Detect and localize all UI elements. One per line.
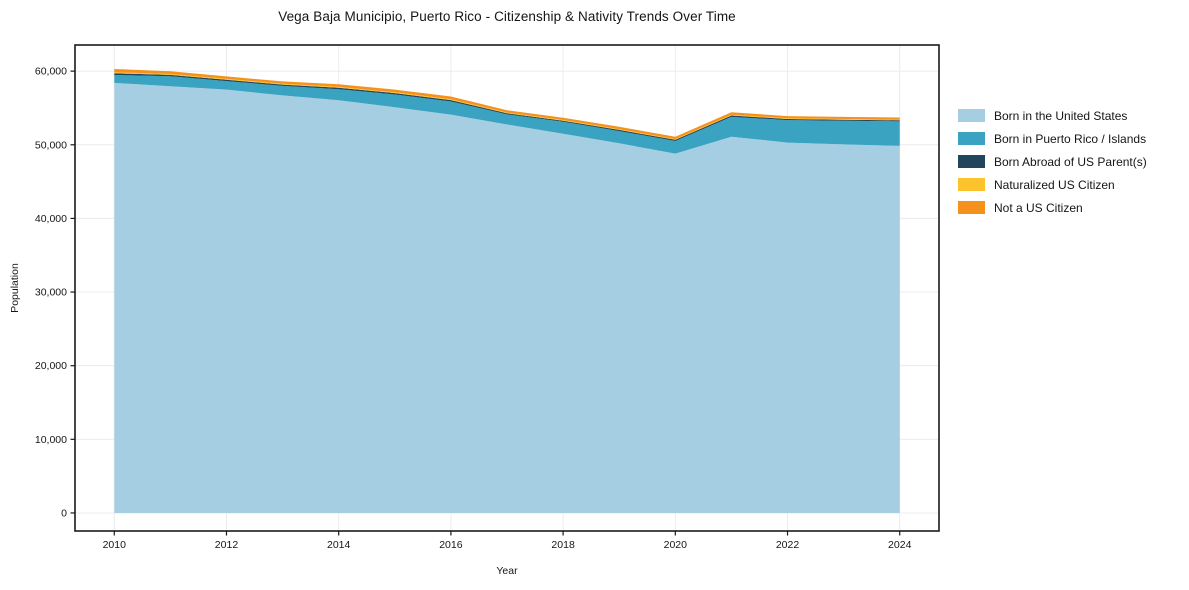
legend-label: Born Abroad of US Parent(s) xyxy=(994,154,1147,169)
legend-label: Naturalized US Citizen xyxy=(994,177,1115,192)
legend-item: Not a US Citizen xyxy=(958,196,1147,219)
y-tick-label: 50,000 xyxy=(35,139,67,151)
y-tick-label: 30,000 xyxy=(35,287,67,299)
area-born-in-puerto-rico-islands xyxy=(114,75,900,154)
y-tick-label: 0 xyxy=(61,507,67,519)
plot-frame xyxy=(74,44,940,532)
legend-swatch xyxy=(958,178,985,191)
x-tick-label: 2012 xyxy=(215,539,239,551)
area-born-in-the-united-states xyxy=(114,82,900,514)
legend-label: Born in the United States xyxy=(994,108,1128,123)
legend-swatch xyxy=(958,132,985,145)
legend-label: Born in Puerto Rico / Islands xyxy=(994,131,1147,146)
x-tick-label: 2024 xyxy=(888,539,912,551)
legend-item: Born Abroad of US Parent(s) xyxy=(958,150,1147,173)
x-tick-label: 2010 xyxy=(103,539,127,551)
y-axis-label: Population xyxy=(9,263,21,313)
legend-item: Born in the United States xyxy=(958,104,1147,127)
x-tick-label: 2020 xyxy=(664,539,688,551)
legend: Born in the United States Born in Puerto … xyxy=(958,104,1147,219)
x-tick-label: 2014 xyxy=(327,539,351,551)
legend-item: Born in Puerto Rico / Islands xyxy=(958,127,1147,150)
y-tick-label: 20,000 xyxy=(35,360,67,372)
legend-swatch xyxy=(958,155,985,168)
legend-swatch xyxy=(958,109,985,122)
x-axis-label: Year xyxy=(496,565,518,577)
legend-swatch xyxy=(958,201,985,214)
chart-title: Vega Baja Municipio, Puerto Rico - Citiz… xyxy=(278,9,736,24)
y-tick-label: 60,000 xyxy=(35,66,67,78)
legend-item: Naturalized US Citizen xyxy=(958,173,1147,196)
y-tick-label: 40,000 xyxy=(35,213,67,225)
y-tick-label: 10,000 xyxy=(35,434,67,446)
x-tick-label: 2016 xyxy=(439,539,463,551)
legend-label: Not a US Citizen xyxy=(994,200,1083,215)
x-tick-label: 2022 xyxy=(776,539,800,551)
x-tick-label: 2018 xyxy=(551,539,575,551)
